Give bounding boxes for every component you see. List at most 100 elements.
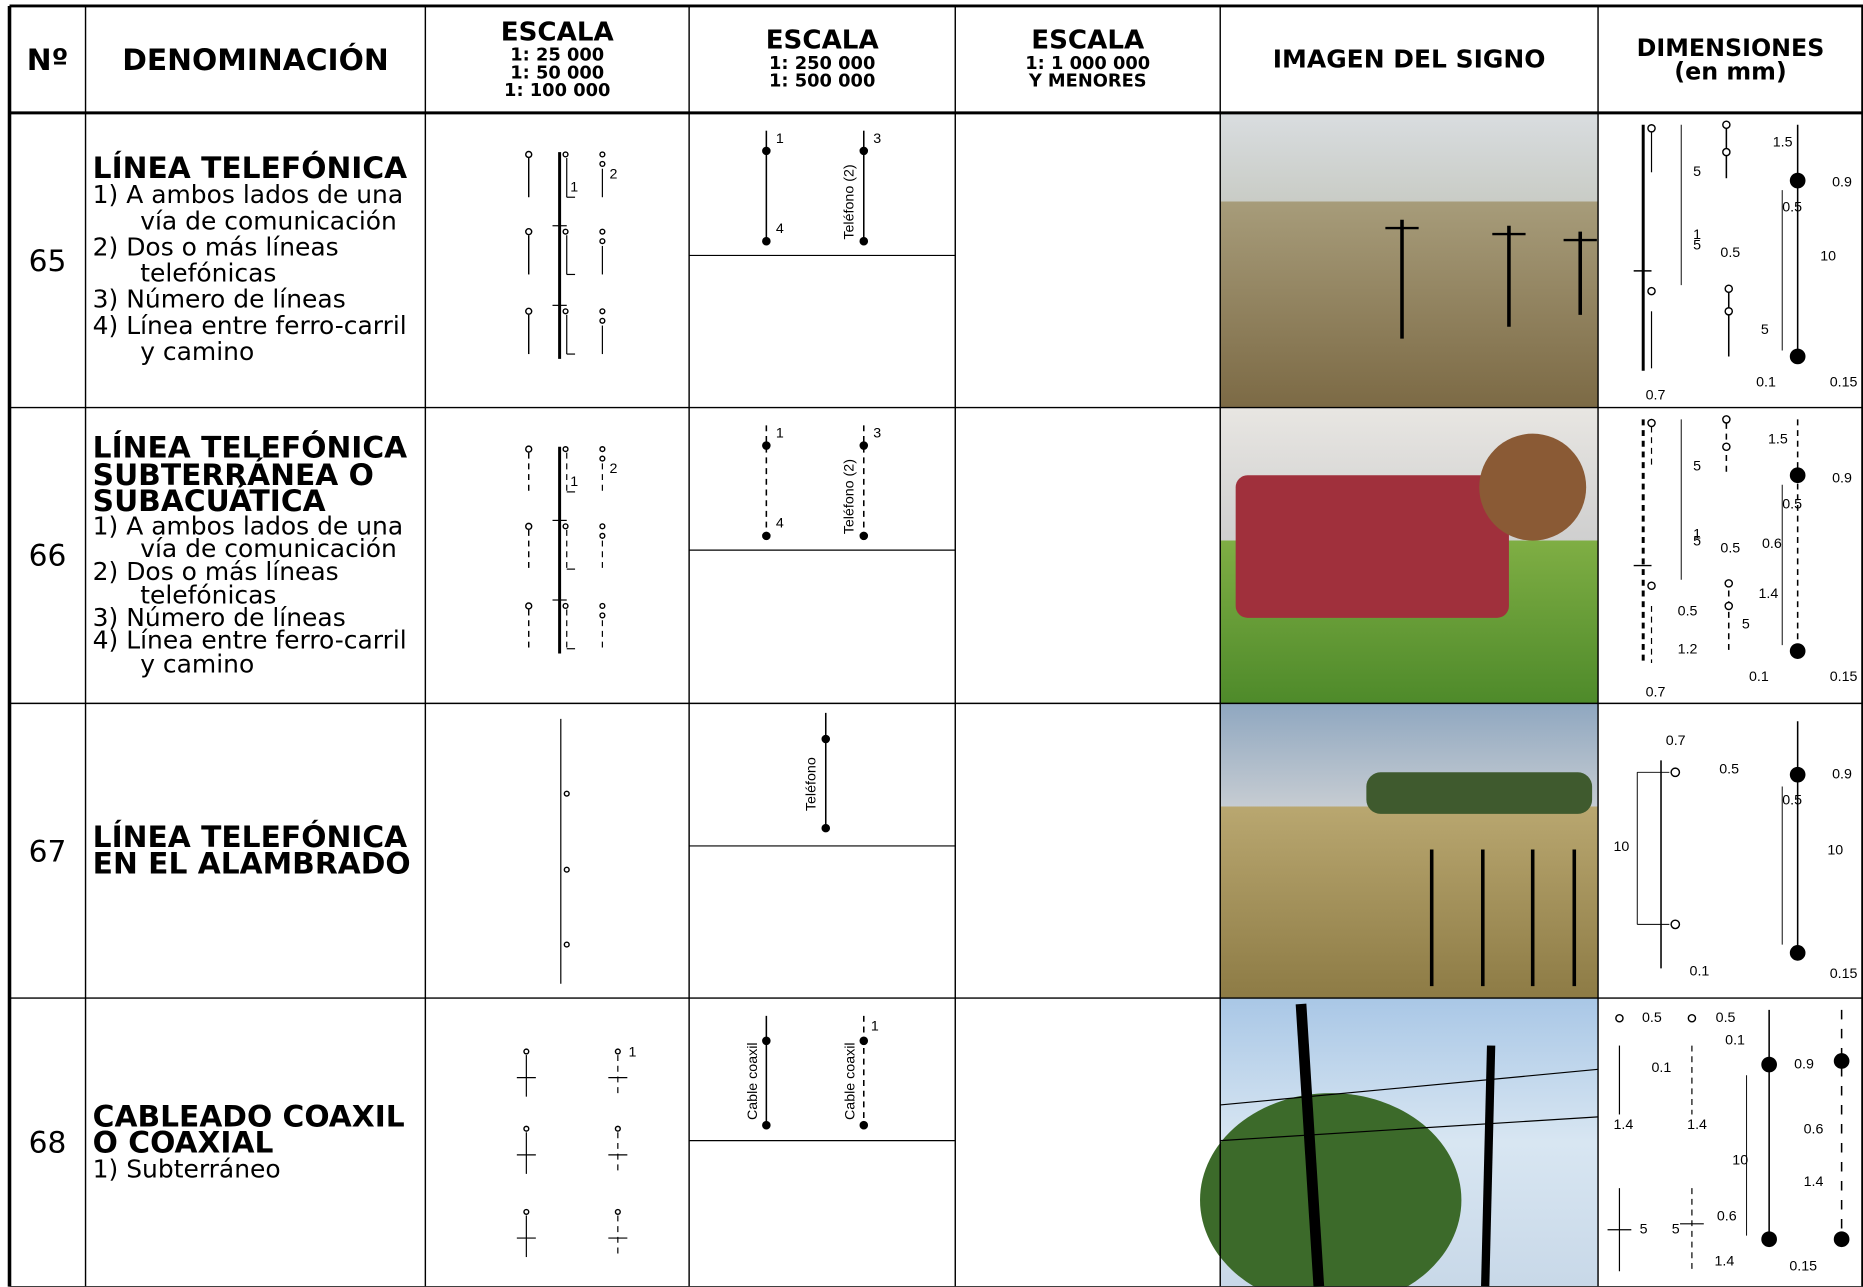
header-line: 1: 50 000	[510, 61, 605, 83]
symbol-node	[599, 602, 606, 610]
symbol-label: 5	[1693, 459, 1701, 475]
symbol-label: 1	[629, 1044, 637, 1060]
header-dimensiones: DIMENSIONES (en mm)	[1598, 6, 1863, 113]
symbol-node	[599, 455, 606, 462]
symbol-label: 5	[1693, 164, 1701, 180]
photo-tractor	[1235, 475, 1509, 618]
symbol-label: 0.9	[1832, 471, 1852, 487]
symbol-node	[599, 228, 606, 235]
symbol-label: 0.1	[1725, 1033, 1745, 1049]
symbol-node	[1687, 1013, 1697, 1023]
symbol-label: 0.1	[1756, 374, 1776, 390]
header-escala-1: ESCALA 1: 25 000 1: 50 000 1: 100 000	[425, 6, 689, 113]
header-no: Nº	[26, 42, 69, 77]
symbol-node	[562, 228, 569, 235]
symbol-label: 0.6	[1762, 536, 1782, 552]
symbol-node	[859, 236, 869, 246]
symbol-node	[1722, 442, 1731, 452]
symbol-label: 0.15	[1830, 966, 1858, 982]
symbol-node	[1761, 1056, 1777, 1073]
symbol-node	[599, 160, 606, 168]
header-escala-2: ESCALA 1: 250 000 1: 500 000	[689, 6, 955, 113]
symbol-label: 0.6	[1804, 1122, 1824, 1138]
header-line: (en mm)	[1674, 57, 1787, 86]
symbol-node	[599, 612, 606, 619]
symbol-label: 2	[610, 166, 618, 182]
symbol-label: 0.7	[1646, 387, 1666, 403]
symbol-label: 3	[873, 131, 881, 147]
symbol-label: 1	[871, 1018, 879, 1034]
photo-wire	[1220, 1116, 1599, 1142]
symbol-node	[1647, 418, 1656, 428]
row-title: SUBACUÁTICA	[92, 483, 326, 519]
symbol-label: 5	[1693, 534, 1701, 550]
photo	[1220, 703, 1599, 999]
symbol-node	[523, 1208, 530, 1215]
symbol-label: 1	[776, 425, 784, 441]
symbol-label: Cable coaxil	[842, 1042, 858, 1120]
symbol-node	[821, 823, 831, 833]
symbol-label: 0.5	[1720, 245, 1740, 261]
symbol-node	[1789, 766, 1806, 783]
symbol-node	[562, 151, 569, 158]
symbol-label: Cable coaxil	[745, 1042, 761, 1120]
symbol-node	[762, 1036, 771, 1046]
symbol-node	[762, 1120, 771, 1130]
symbol-label: 5	[1693, 238, 1701, 254]
row-number: 65	[28, 242, 67, 278]
symbol-label: 1.5	[1773, 134, 1793, 150]
header-line: 1: 25 000	[510, 43, 605, 65]
header-line: 1: 1 000 000	[1025, 52, 1151, 74]
symbol-node	[1789, 467, 1806, 484]
symbol-node	[525, 228, 533, 236]
symbol-node	[614, 1048, 621, 1055]
header-line: 1: 500 000	[769, 70, 876, 92]
symbol-node	[523, 1125, 530, 1132]
header-line: DIMENSIONES	[1636, 33, 1825, 62]
header-line: 1: 250 000	[769, 52, 876, 74]
row-title: SUBTERRÁNEA O	[92, 457, 374, 492]
symbol-label: 5	[1672, 1221, 1680, 1237]
symbol-label: 10	[1732, 1153, 1748, 1169]
symbol-node	[562, 308, 569, 315]
denominacion: LÍNEA TELEFÓNICA EN EL ALAMBRADO	[93, 711, 423, 991]
symbol-node	[523, 1048, 530, 1055]
symbol-node	[1761, 1231, 1777, 1248]
header-line: ESCALA	[1031, 26, 1145, 56]
symbol-node	[599, 532, 606, 539]
header-line: ESCALA	[500, 17, 614, 47]
symbol-node	[563, 790, 570, 797]
symbol-label: 0.5	[1716, 1010, 1736, 1026]
symbol-node	[859, 441, 869, 450]
symbol-label: 0.5	[1719, 762, 1739, 778]
symbol-node	[563, 941, 570, 948]
row-number: 68	[28, 1125, 67, 1160]
symbol-node	[525, 150, 533, 159]
symbol-label: 1	[1693, 526, 1701, 542]
row-item: 4) Línea entre ferro-carril y camino	[92, 626, 407, 678]
symbol-node	[562, 523, 569, 530]
symbol-label: 10	[1820, 248, 1836, 264]
symbol-node	[614, 1208, 621, 1215]
symbol-node	[762, 236, 771, 246]
header-escala-3: ESCALA 1: 1 000 000 Y MENORES	[955, 6, 1220, 113]
row-title: CABLEADO COAXIL	[92, 1098, 405, 1133]
row-number: 66	[28, 538, 67, 573]
symbol-node	[525, 307, 533, 315]
symbol-label: 1.4	[1613, 1117, 1633, 1133]
symbol-label: 10	[1827, 842, 1843, 858]
symbol-label: 0.1	[1652, 1060, 1672, 1076]
symbol-node	[1789, 945, 1806, 961]
symbol-label: 0.5	[1642, 1010, 1662, 1026]
symbol-label: 1.4	[1804, 1174, 1824, 1190]
symbol-label: 1.4	[1758, 586, 1778, 602]
denominacion: CABLEADO COAXIL O COAXIAL 1) Subterráneo	[93, 1005, 423, 1279]
symbol-label: 10	[1613, 839, 1629, 855]
symbol-label: 0.9	[1832, 175, 1852, 191]
symbol-label: 0.7	[1666, 733, 1686, 749]
symbol-node	[1833, 1053, 1850, 1069]
symbol-node	[1670, 767, 1681, 778]
symbol-node	[859, 1036, 869, 1046]
